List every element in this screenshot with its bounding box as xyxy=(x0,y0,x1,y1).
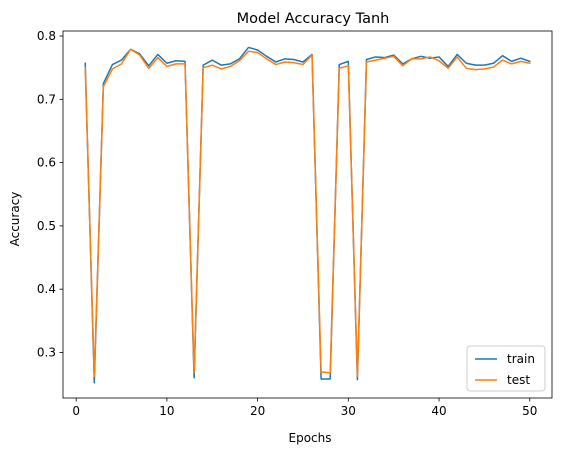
y-tick-label: 0.7 xyxy=(37,92,56,106)
series-line-test xyxy=(84,48,531,378)
series-line-train xyxy=(84,46,531,384)
legend-label-test: test xyxy=(507,373,530,387)
y-tick-label: 0.6 xyxy=(37,156,56,170)
y-tick-label: 0.4 xyxy=(37,282,56,296)
x-tick-label: 50 xyxy=(522,404,537,418)
y-axis-ticks: 0.3 0.4 0.5 0.6 0.7 0.8 xyxy=(37,29,63,359)
x-tick-label: 10 xyxy=(159,404,174,418)
y-tick-label: 0.5 xyxy=(37,219,56,233)
x-axis-label: Epochs xyxy=(289,431,332,445)
axes-frame xyxy=(62,30,553,399)
x-tick-label: 40 xyxy=(431,404,446,418)
y-tick-label: 0.3 xyxy=(37,345,56,359)
legend-label-train: train xyxy=(507,352,535,366)
y-axis-label: Accuracy xyxy=(8,192,22,247)
x-tick-label: 20 xyxy=(250,404,265,418)
x-axis-ticks: 0 10 20 30 40 50 xyxy=(72,398,537,418)
y-tick-label: 0.8 xyxy=(37,29,56,43)
x-tick-label: 0 xyxy=(72,404,80,418)
legend: train test xyxy=(466,345,546,392)
chart-title: Model Accuracy Tanh xyxy=(237,11,390,27)
x-tick-label: 30 xyxy=(341,404,356,418)
plot-area xyxy=(62,30,553,399)
